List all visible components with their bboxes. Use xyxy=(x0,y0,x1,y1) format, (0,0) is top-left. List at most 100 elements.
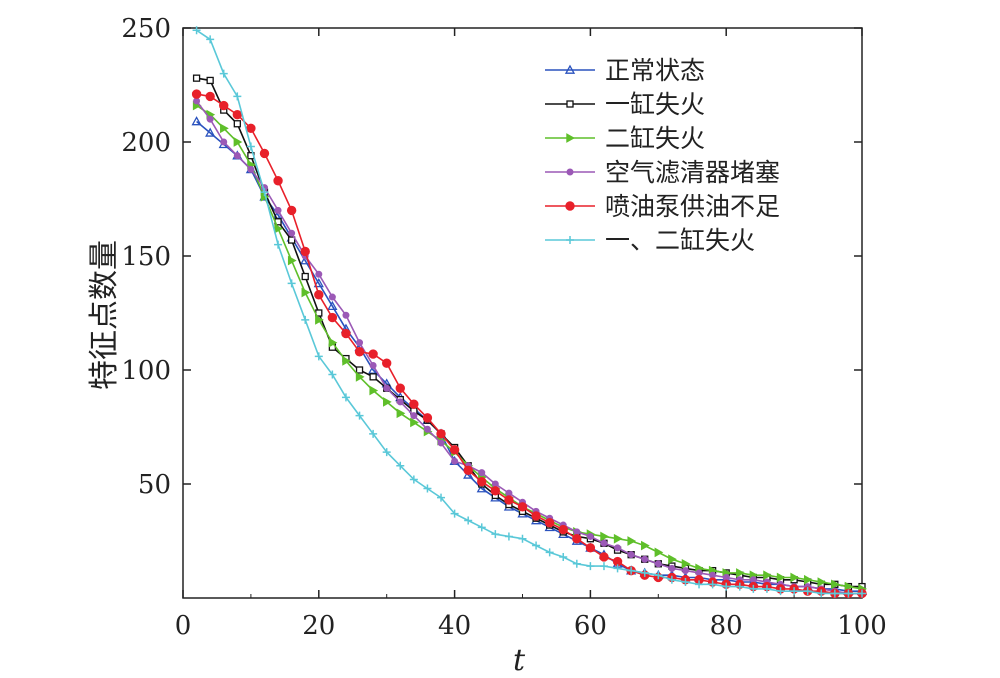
data-point xyxy=(641,555,649,563)
y-tick-label: 50 xyxy=(138,470,171,500)
data-point xyxy=(206,35,215,44)
legend-item: 一、二缸失火 xyxy=(545,226,755,255)
data-point xyxy=(192,26,201,35)
data-point xyxy=(287,255,297,266)
y-tick-label: 200 xyxy=(121,128,171,158)
data-point xyxy=(478,469,486,477)
data-point xyxy=(572,534,582,544)
legend-swatch-marker xyxy=(566,133,576,143)
data-point xyxy=(191,116,202,126)
data-point xyxy=(410,417,419,428)
data-point xyxy=(450,509,459,518)
data-point xyxy=(722,582,731,591)
legend-swatch-marker xyxy=(566,168,574,176)
data-point xyxy=(328,293,336,301)
legend-swatch-marker xyxy=(566,236,574,244)
data-point xyxy=(640,568,649,577)
series-layer xyxy=(191,26,868,599)
legend-label: 一缸失火 xyxy=(605,90,705,119)
data-point xyxy=(844,589,853,598)
data-point xyxy=(246,123,256,134)
data-point xyxy=(410,412,418,420)
data-point xyxy=(681,578,690,587)
legend-item: 空气滤清器堵塞 xyxy=(545,158,780,187)
data-point xyxy=(274,240,283,249)
data-point xyxy=(531,511,541,521)
legend-swatch-marker xyxy=(564,64,576,74)
legend-label: 一、二缸失火 xyxy=(605,226,755,255)
x-tick-label: 40 xyxy=(438,611,471,641)
data-point xyxy=(369,373,377,381)
legend-item: 喷油泵供油不足 xyxy=(545,192,780,221)
data-point xyxy=(301,315,310,324)
data-point xyxy=(463,465,473,476)
data-point xyxy=(627,536,637,546)
data-point xyxy=(191,89,202,99)
data-point xyxy=(354,347,365,357)
data-point xyxy=(599,562,608,571)
data-point xyxy=(341,393,350,402)
data-point xyxy=(831,579,840,590)
data-point xyxy=(396,461,405,470)
series-line xyxy=(196,29,862,595)
data-point xyxy=(491,480,499,488)
data-point xyxy=(464,516,473,525)
data-point xyxy=(600,531,610,542)
series-5 xyxy=(192,26,866,598)
data-point xyxy=(368,349,378,359)
data-point xyxy=(490,486,501,496)
data-point xyxy=(286,205,297,216)
data-point xyxy=(260,188,269,197)
data-point xyxy=(382,358,392,368)
data-point xyxy=(219,100,229,111)
data-point xyxy=(247,165,255,173)
data-point xyxy=(641,540,650,551)
data-point xyxy=(313,278,324,288)
x-tick-label: 60 xyxy=(574,611,607,641)
data-point xyxy=(219,69,228,78)
x-tick-label: 100 xyxy=(837,611,887,641)
data-point xyxy=(437,439,445,447)
data-point xyxy=(423,484,432,493)
data-point xyxy=(803,587,812,596)
data-point xyxy=(654,547,664,558)
data-point xyxy=(708,580,717,589)
data-point xyxy=(233,120,241,128)
legend-label: 正常状态 xyxy=(605,56,705,85)
data-point xyxy=(749,576,757,584)
data-point xyxy=(668,564,676,572)
data-point xyxy=(586,562,595,571)
data-point xyxy=(790,572,800,583)
x-axis-title: t xyxy=(513,643,526,678)
data-point xyxy=(327,300,338,311)
data-point xyxy=(328,337,338,348)
data-point xyxy=(545,548,554,557)
data-point xyxy=(287,236,296,244)
data-point xyxy=(654,560,662,568)
data-point xyxy=(220,123,229,134)
y-axis-title: 特征点数量 xyxy=(87,240,122,390)
x-tick-label: 80 xyxy=(710,611,743,641)
data-point xyxy=(315,270,323,278)
legend-swatch-marker xyxy=(566,100,574,108)
data-point xyxy=(205,127,216,137)
data-point xyxy=(259,148,270,159)
data-point xyxy=(314,290,324,300)
data-point xyxy=(355,411,364,420)
data-point xyxy=(477,477,487,487)
data-point xyxy=(341,328,351,339)
data-point xyxy=(327,312,338,323)
legend-item: 正常状态 xyxy=(545,56,705,85)
data-point xyxy=(451,457,459,465)
data-point xyxy=(437,493,446,502)
data-point xyxy=(654,571,663,580)
data-point xyxy=(274,223,284,234)
data-point xyxy=(735,582,744,591)
axis-ticks: 0 20 40 60 80 100 50 100 150 200 250 xyxy=(121,14,886,641)
data-point xyxy=(409,475,418,484)
data-point xyxy=(423,425,431,433)
data-point xyxy=(544,518,555,528)
data-point xyxy=(314,352,323,361)
